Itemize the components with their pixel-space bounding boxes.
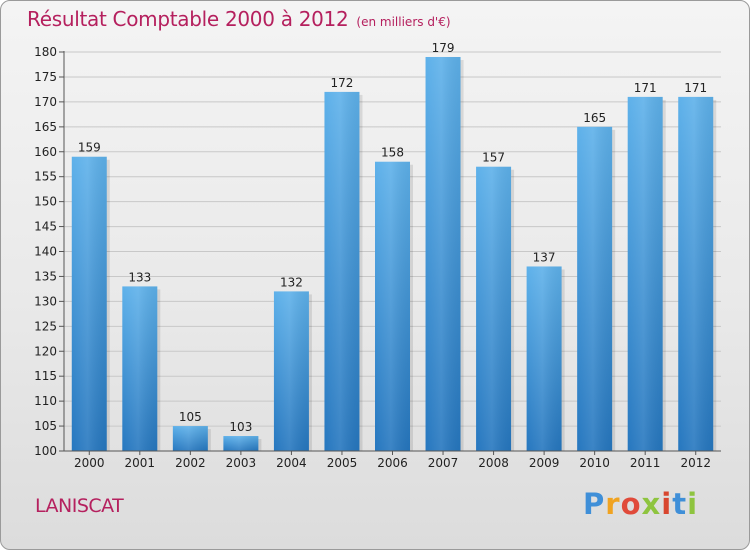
chart-title: Résultat Comptable 2000 à 2012 (en millie… (27, 7, 451, 31)
data-label: 103 (229, 420, 252, 434)
entity-name: LANISCAT (35, 495, 124, 517)
bar-2012 (678, 96, 717, 451)
x-tick-label: 2008 (478, 456, 509, 470)
bar-2008 (476, 166, 515, 451)
y-tick-label: 165 (34, 120, 57, 134)
chart-title-unit: (en milliers d'€) (356, 15, 451, 29)
x-tick-label: 2011 (630, 456, 661, 470)
bar-shine (71, 156, 107, 452)
label-layer: 159 133 105 103 132 172 158 179 157 137 165 171 171 (78, 41, 707, 434)
data-label: 171 (684, 81, 707, 95)
x-tick-label: 2002 (175, 456, 206, 470)
x-tick-label: 2000 (74, 456, 105, 470)
data-label: 132 (280, 275, 303, 289)
y-tick-label: 155 (34, 170, 57, 184)
proxiti-logo[interactable]: Proxiti (583, 487, 699, 521)
bar-shine (577, 126, 613, 451)
bar-shine (425, 56, 461, 452)
bar-shadow (359, 94, 363, 452)
bar-shine (122, 286, 158, 451)
y-tick-label: 110 (34, 394, 57, 408)
bar-2002 (172, 426, 211, 451)
x-tick-label: 2009 (529, 456, 560, 470)
bar-shadow (308, 294, 312, 451)
bar-shadow (561, 269, 565, 451)
bar-shadow (157, 289, 161, 451)
y-tick-label: 150 (34, 195, 57, 209)
data-label: 157 (482, 151, 505, 165)
y-tick-label: 180 (34, 45, 57, 59)
y-tick-label: 100 (34, 444, 57, 458)
bar-2000 (71, 156, 110, 452)
bar-shine (627, 96, 663, 451)
bar-shadow (460, 59, 464, 452)
x-tick-label: 2003 (226, 456, 257, 470)
y-tick-label: 140 (34, 245, 57, 259)
y-tick-label: 170 (34, 95, 57, 109)
bar-shine (476, 166, 512, 451)
y-tick-label: 130 (34, 294, 57, 308)
bar-2006 (375, 161, 413, 451)
bar-shine (678, 96, 714, 451)
data-label: 133 (128, 270, 151, 284)
data-label: 171 (634, 81, 657, 95)
x-tick-label: 2007 (428, 456, 459, 470)
bar-shine (526, 266, 562, 451)
bar-layer (71, 56, 717, 452)
data-label: 158 (381, 146, 404, 160)
bar-shadow (612, 129, 616, 451)
data-label: 165 (583, 111, 606, 125)
chart-title-main: Résultat Comptable 2000 à 2012 (27, 7, 349, 31)
bar-2010 (577, 126, 616, 451)
y-tick-label: 115 (34, 369, 57, 383)
data-label: 179 (432, 41, 455, 55)
bar-2011 (627, 96, 666, 451)
bar-shine (324, 91, 360, 452)
x-tick-label: 2010 (579, 456, 610, 470)
bar-shine (223, 436, 259, 451)
axis-layer: 100 105 110 115 120 125 130 135 140 145 150 155 160 1… (34, 45, 721, 470)
data-label: 159 (78, 141, 101, 155)
x-tick-label: 2006 (377, 456, 408, 470)
x-tick-label: 2004 (276, 456, 307, 470)
bar-shadow (106, 159, 110, 452)
y-tick-label: 120 (34, 344, 57, 358)
bar-2004 (273, 291, 312, 451)
y-tick-label: 125 (34, 319, 57, 333)
bar-shadow (662, 99, 666, 451)
bar-2005 (324, 91, 363, 452)
y-tick-label: 175 (34, 70, 57, 84)
bar-2003 (223, 436, 262, 451)
bar-2007 (425, 56, 464, 452)
y-tick-label: 145 (34, 220, 57, 234)
bar-2001 (122, 286, 161, 451)
bar-shadow (713, 99, 717, 451)
bar-shadow (207, 429, 211, 451)
data-label: 172 (331, 76, 354, 90)
y-tick-label: 160 (34, 145, 57, 159)
y-tick-label: 105 (34, 419, 57, 433)
y-tick-label: 135 (34, 269, 57, 283)
x-tick-label: 2001 (125, 456, 156, 470)
data-label: 137 (533, 250, 556, 264)
bar-shine (375, 161, 410, 451)
bar-shadow (511, 169, 515, 451)
bar-2009 (526, 266, 565, 451)
x-tick-label: 2012 (680, 456, 711, 470)
x-tick-label: 2005 (327, 456, 358, 470)
data-label: 105 (179, 410, 202, 424)
bar-shine (273, 291, 309, 451)
bar-shadow (258, 439, 262, 451)
bar-shadow (410, 164, 413, 451)
bar-shine (172, 426, 208, 451)
